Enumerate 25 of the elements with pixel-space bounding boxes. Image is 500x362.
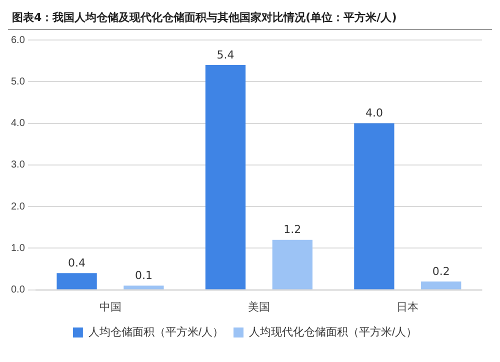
- bar: [272, 240, 312, 290]
- y-tick-label: 2.0: [10, 201, 26, 212]
- y-tick-label: 3.0: [10, 160, 26, 171]
- legend-label: 人均仓储面积（平方米/人）: [88, 326, 224, 339]
- data-label: 0.1: [134, 268, 152, 282]
- bar: [421, 281, 462, 290]
- y-tick-label: 1.0: [10, 242, 26, 254]
- data-label: 1.2: [284, 223, 302, 236]
- bar: [56, 273, 97, 290]
- x-tick-label: 日本: [396, 300, 419, 314]
- data-label: 5.4: [216, 48, 234, 62]
- bar: [205, 64, 246, 290]
- y-tick-label: 0.0: [10, 284, 26, 296]
- data-label: 4.0: [365, 106, 383, 120]
- data-label: 0.4: [68, 256, 86, 270]
- bar: [354, 123, 394, 290]
- x-tick-label: 中国: [99, 300, 122, 314]
- y-tick-label: 4.0: [10, 118, 26, 130]
- y-tick-label: 5.0: [10, 76, 26, 88]
- chart-title: 图表4：我国人均仓储及现代化仓储面积与其他国家对比情况(单位：平方米/人): [8, 8, 492, 30]
- x-tick-label: 美国: [248, 300, 270, 314]
- y-tick-label: 6.0: [10, 34, 26, 46]
- bar: [124, 286, 164, 290]
- data-label: 0.2: [432, 264, 450, 278]
- legend-label: 人均现代化仓储面积（平方米/人）: [249, 326, 418, 339]
